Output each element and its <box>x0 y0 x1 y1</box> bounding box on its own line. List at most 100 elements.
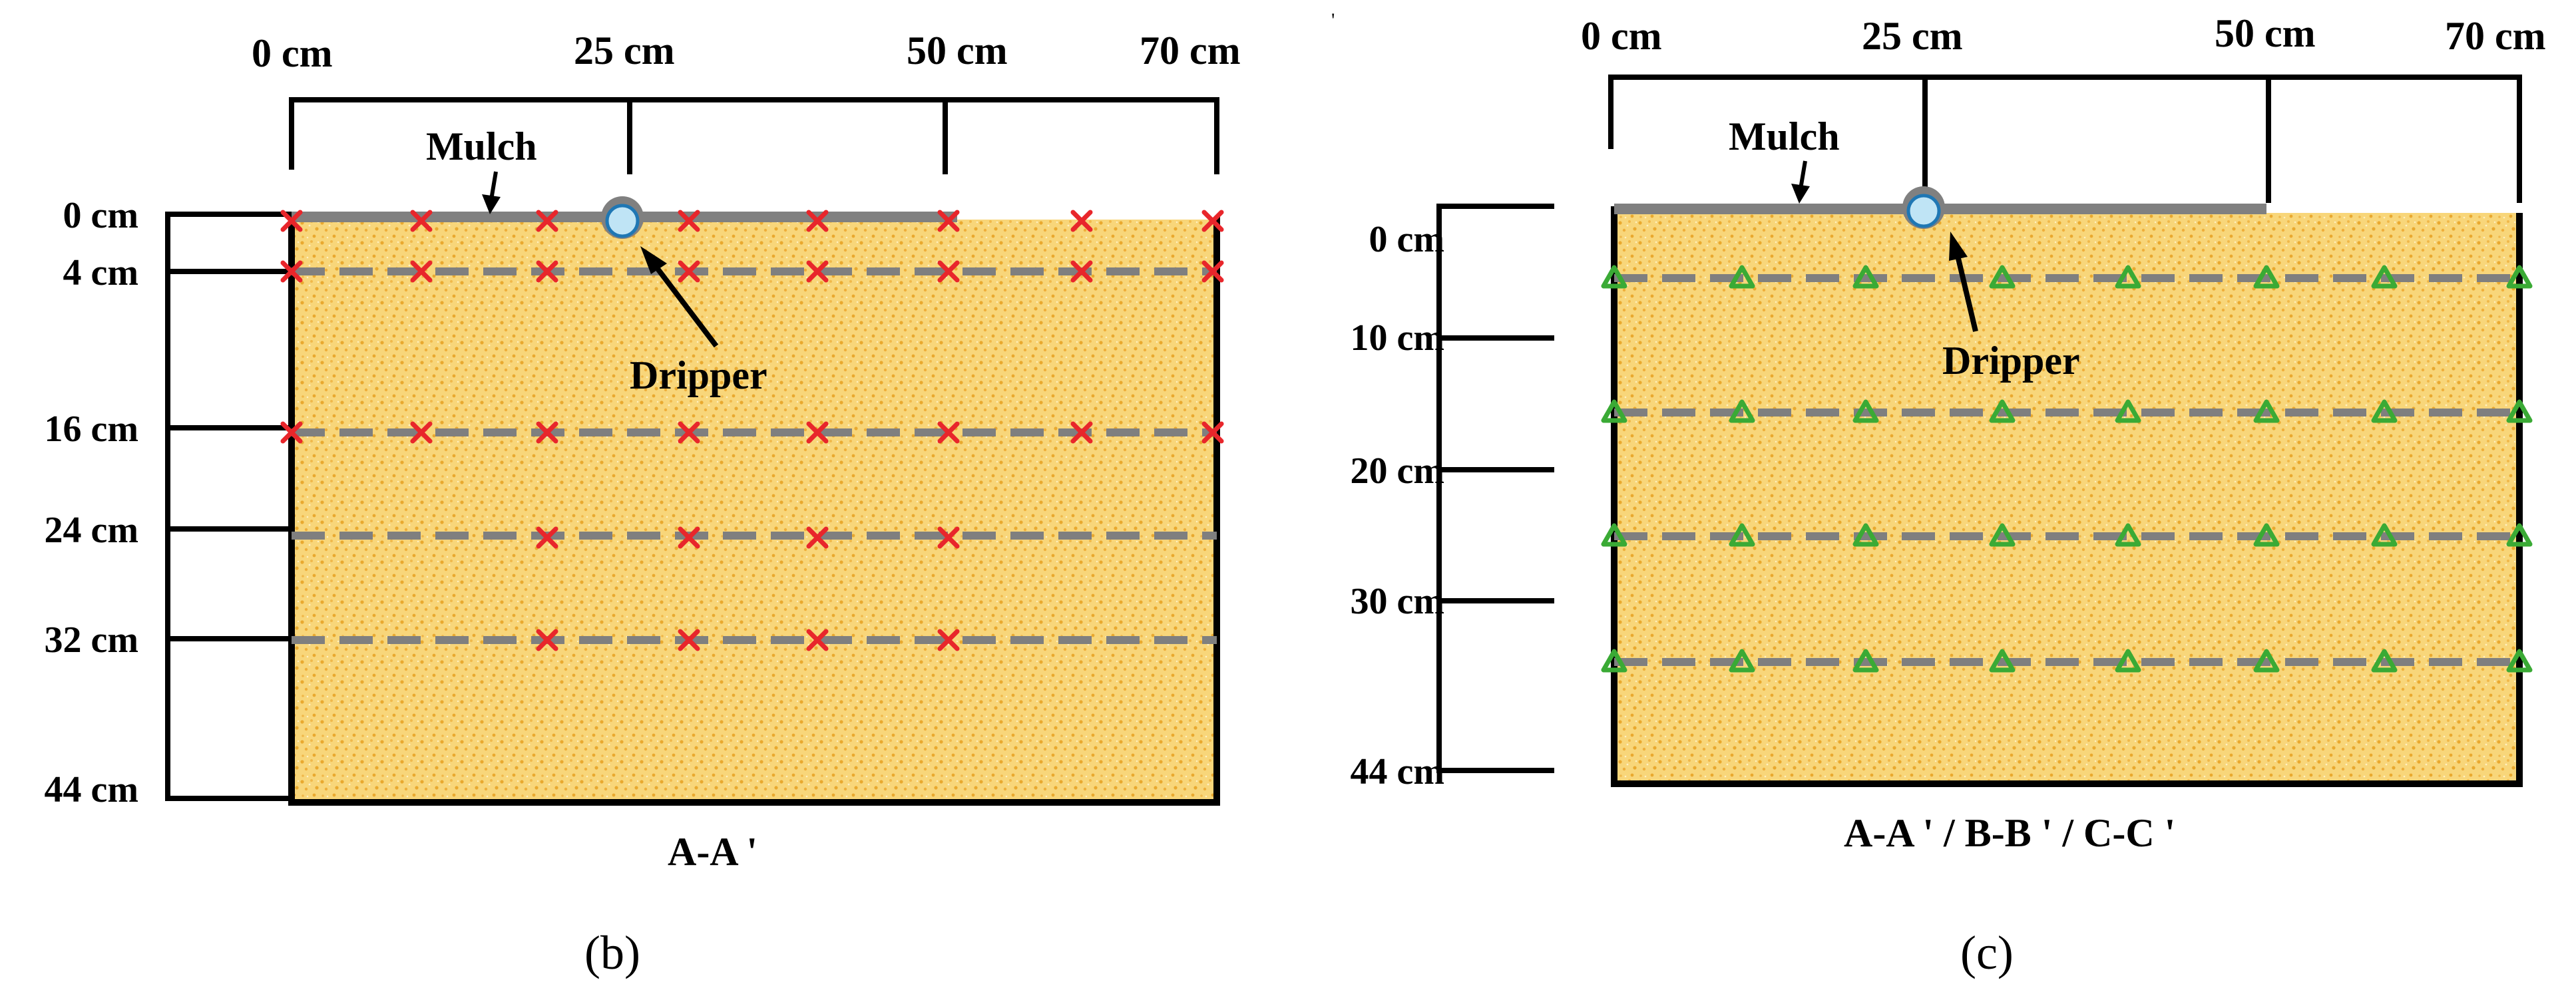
dripper-arrowhead <box>640 246 667 274</box>
sensor-triangle-marker <box>2253 265 2280 289</box>
sensor-x-marker <box>1070 421 1093 444</box>
sensor-triangle-marker <box>2115 265 2141 289</box>
sensor-triangle-marker <box>1852 265 1879 289</box>
depth-label: 20 cm <box>1350 450 1444 492</box>
top-label: 50 cm <box>2215 11 2316 55</box>
sensor-triangle-marker <box>2371 399 2398 423</box>
soil-block <box>292 220 1217 802</box>
sensor-triangle-marker <box>2371 649 2398 673</box>
sensor-x-marker <box>678 526 700 549</box>
mulch-arrow <box>1799 160 1807 190</box>
sensor-triangle-marker <box>1852 399 1879 423</box>
depth-label: 30 cm <box>1350 581 1444 622</box>
sensor-x-marker <box>1070 260 1093 283</box>
sensor-x-marker <box>806 526 829 549</box>
depth-label: 44 cm <box>1350 751 1444 792</box>
sensor-x-marker <box>937 210 960 232</box>
sensor-triangle-marker <box>2371 265 2398 289</box>
top-label: 0 cm <box>252 31 333 75</box>
sensor-x-marker <box>806 210 829 232</box>
dripper-icon-inner <box>1906 194 1941 228</box>
sensor-x-marker <box>410 421 433 444</box>
top-label: 0 cm <box>1581 14 1662 58</box>
sensor-x-marker <box>806 629 829 651</box>
sensor-triangle-marker <box>1729 399 1755 423</box>
depth-label: 44 cm <box>44 769 138 810</box>
sensor-triangle-marker <box>2506 649 2533 673</box>
sensor-triangle-marker <box>1601 265 1627 289</box>
sensor-x-marker <box>937 260 960 283</box>
sensor-x-marker <box>536 629 558 651</box>
mulch-arrow <box>489 171 498 200</box>
sensor-triangle-marker <box>2253 523 2280 547</box>
sensor-x-marker <box>678 260 700 283</box>
top-label: 70 cm <box>2445 14 2546 58</box>
top-label: 25 cm <box>574 29 675 73</box>
sensor-x-marker <box>280 210 303 232</box>
section-label: A-A ' <box>668 830 757 874</box>
panel-b: 0 cm 25 cm 50 cm 70 cm 0 cm 4 cm 16 cm 2… <box>44 29 1240 979</box>
sensor-x-marker <box>678 210 700 232</box>
panel-c: ' 0 cm 25 cm 50 cm 70 cm 0 cm 10 cm 20 c… <box>1331 9 2546 979</box>
sensor-x-marker <box>806 260 829 283</box>
dripper-label: Dripper <box>630 353 767 397</box>
sensor-x-marker <box>937 421 960 444</box>
dripper-icon-inner <box>605 204 640 238</box>
sensor-triangle-marker <box>2115 523 2141 547</box>
depth-label: 16 cm <box>44 409 138 450</box>
mulch-arrowhead <box>482 194 501 214</box>
depth-label: 0 cm <box>63 195 138 236</box>
sensor-x-marker <box>1201 210 1224 232</box>
sensor-x-marker <box>280 260 303 283</box>
sensor-markers-b <box>280 210 1224 651</box>
sensor-x-marker <box>536 421 558 444</box>
sensor-x-marker <box>280 421 303 444</box>
sensor-x-marker <box>536 526 558 549</box>
sensor-x-marker <box>536 260 558 283</box>
dripper-arrow <box>653 264 719 348</box>
sensor-triangle-marker <box>2506 523 2533 547</box>
sensor-triangle-marker <box>1601 649 1627 673</box>
sensor-triangle-marker <box>1601 399 1627 423</box>
sensor-x-marker <box>410 260 433 283</box>
sensor-triangle-marker <box>2115 399 2141 423</box>
sensor-triangle-marker <box>1852 523 1879 547</box>
sensor-triangle-marker <box>2506 399 2533 423</box>
sensor-x-marker <box>536 210 558 232</box>
dripper-label: Dripper <box>1942 339 2080 383</box>
sensor-triangle-marker <box>2115 649 2141 673</box>
top-label: 25 cm <box>1862 14 1963 58</box>
sensor-x-marker <box>1201 421 1224 444</box>
soil-block <box>1614 213 2519 784</box>
stray-mark: ' <box>1331 9 1335 31</box>
panel-caption: (b) <box>584 926 640 979</box>
sensor-triangle-marker <box>1729 649 1755 673</box>
mulch-label: Mulch <box>1729 114 1840 158</box>
sensor-x-marker <box>1070 210 1093 232</box>
depth-label: 0 cm <box>1369 219 1444 260</box>
sensor-triangle-marker <box>1989 523 2016 547</box>
sensor-x-marker <box>410 210 433 232</box>
sensor-x-marker <box>678 629 700 651</box>
sensor-x-marker <box>1201 260 1224 283</box>
depth-label: 10 cm <box>1350 317 1444 359</box>
sensor-triangle-marker <box>1729 523 1755 547</box>
depth-label: 4 cm <box>63 252 138 293</box>
sensor-triangle-marker <box>2253 399 2280 423</box>
top-label: 70 cm <box>1140 29 1241 73</box>
sensor-triangle-marker <box>1989 649 2016 673</box>
mulch-label: Mulch <box>426 124 537 168</box>
depth-label: 24 cm <box>44 510 138 551</box>
sensor-triangle-marker <box>2253 649 2280 673</box>
dripper-arrow <box>1954 252 1978 332</box>
sensor-x-marker <box>937 526 960 549</box>
mulch-arrowhead <box>1791 184 1810 204</box>
sensor-triangle-marker <box>2371 523 2398 547</box>
sensor-triangle-marker <box>1852 649 1879 673</box>
sensor-triangle-marker <box>2506 265 2533 289</box>
sensor-triangle-marker <box>1989 399 2016 423</box>
sensor-triangle-marker <box>1729 265 1755 289</box>
depth-label: 32 cm <box>44 619 138 661</box>
sensor-triangle-marker <box>1989 265 2016 289</box>
